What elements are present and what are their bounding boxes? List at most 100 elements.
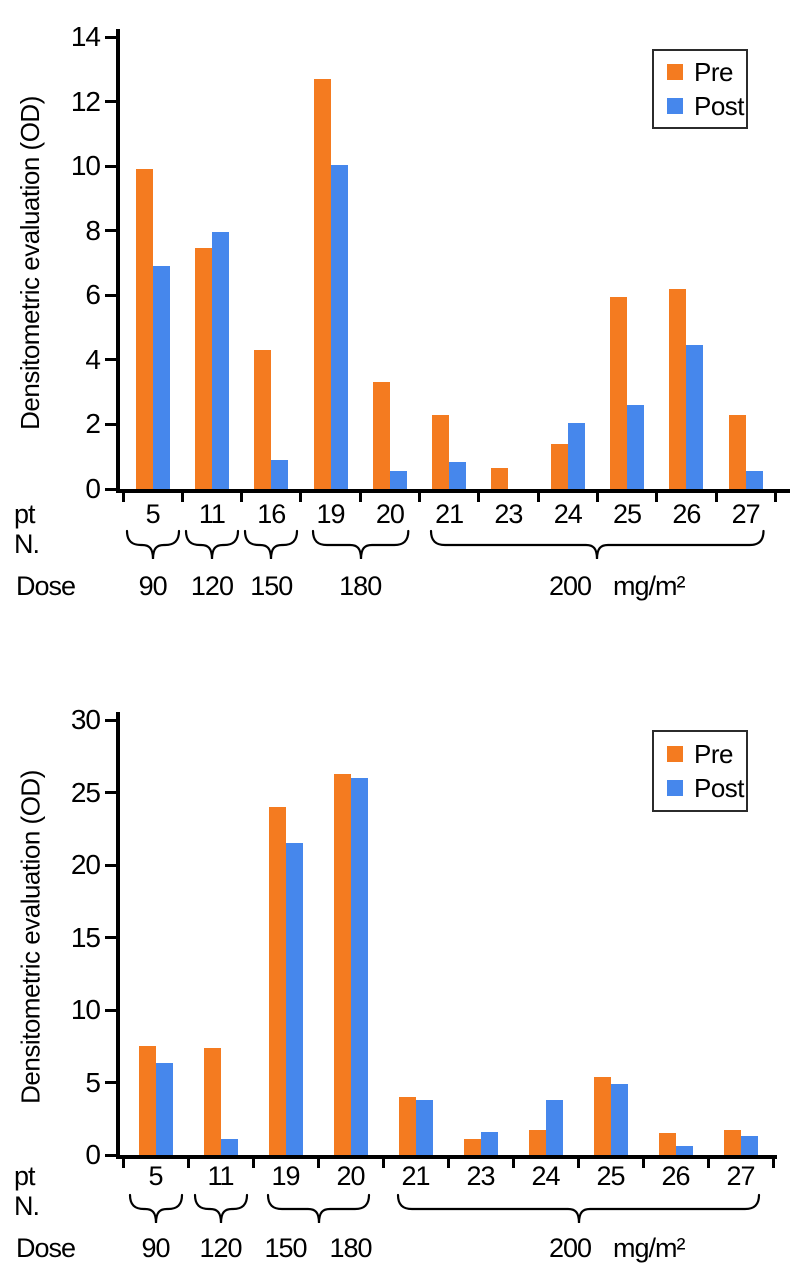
y-tick-label: 0 xyxy=(85,1139,101,1170)
bar-pre-pt21 xyxy=(398,1097,416,1155)
dose-row-header: Dose xyxy=(16,571,76,601)
dose-brace-16-16 xyxy=(244,529,299,560)
y-tick-label: 2 xyxy=(85,408,101,440)
y-tick-label: 14 xyxy=(70,21,101,52)
bar-post-pt25 xyxy=(627,405,645,489)
bar-pre-pt19 xyxy=(268,807,286,1155)
legend-post-swatch xyxy=(667,780,683,796)
patient-number-label: 23 xyxy=(466,1161,495,1191)
legend-row-pre: Pre xyxy=(667,741,746,767)
y-tick-label: 10 xyxy=(70,150,101,182)
x-tick-mark xyxy=(180,493,184,502)
dose-brace-19-20 xyxy=(311,529,409,560)
y-tick-mark xyxy=(105,100,116,104)
x-tick-mark xyxy=(576,1159,580,1168)
x-tick-mark xyxy=(706,1159,710,1168)
dose-value-180: 180 xyxy=(339,571,382,601)
y-tick-mark xyxy=(105,936,116,939)
bar-pre-pt25 xyxy=(593,1077,611,1155)
dose-unit-label: mg/m² xyxy=(613,1233,686,1263)
bar-post-pt20 xyxy=(389,471,407,489)
dose-brace-5-5 xyxy=(125,529,180,560)
patient-number-label: 11 xyxy=(198,499,226,529)
x-tick-mark xyxy=(121,1159,125,1168)
dose-brace-21-27 xyxy=(396,1193,760,1224)
dose-brace-21-27 xyxy=(430,529,765,560)
dose-value-90: 90 xyxy=(141,1233,170,1263)
y-axis-line xyxy=(116,29,120,493)
bar-post-pt11 xyxy=(220,1139,238,1155)
legend: Pre Post xyxy=(652,49,748,129)
x-tick-mark xyxy=(186,1159,190,1168)
bar-pre-pt5 xyxy=(135,169,153,489)
x-tick-mark xyxy=(446,1159,450,1168)
y-axis-line xyxy=(116,712,120,1159)
patient-number-label: 20 xyxy=(336,1161,365,1191)
y-tick-label: 6 xyxy=(85,279,101,311)
x-tick-mark xyxy=(641,1159,645,1168)
dose-brace-19-20 xyxy=(266,1193,370,1224)
y-tick-mark xyxy=(105,293,116,297)
bar-pre-pt27 xyxy=(728,415,746,489)
y-tick-label: 30 xyxy=(70,704,101,735)
bar-pre-pt24 xyxy=(550,444,568,489)
patient-number-label: 21 xyxy=(435,499,464,529)
bar-pre-pt11 xyxy=(203,1048,221,1155)
y-tick-label: 12 xyxy=(70,85,101,117)
y-tick-mark xyxy=(105,358,116,362)
y-tick-mark xyxy=(105,1008,116,1012)
dose-value-150: 150 xyxy=(264,1233,307,1263)
bar-pre-pt19 xyxy=(313,79,331,489)
y-tick-label: 20 xyxy=(70,849,101,880)
legend-post-swatch xyxy=(667,98,683,114)
patient-number-label: 5 xyxy=(145,499,161,529)
legend-pre-label: Pre xyxy=(694,739,733,769)
x-axis-line xyxy=(116,489,790,493)
bar-post-pt24 xyxy=(567,423,585,489)
y-tick-label: 4 xyxy=(85,343,101,375)
legend-row-post: Post xyxy=(667,775,746,801)
x-tick-mark xyxy=(655,493,659,502)
bar-post-pt25 xyxy=(610,1084,628,1155)
bar-post-pt26 xyxy=(686,345,704,489)
legend: Pre Post xyxy=(652,730,748,812)
bar-post-pt24 xyxy=(545,1100,563,1155)
x-tick-mark xyxy=(773,493,777,502)
bar-post-pt21 xyxy=(449,462,467,489)
dose-brace-11-11 xyxy=(184,529,240,560)
bar-post-pt27 xyxy=(745,471,763,489)
bar-post-pt21 xyxy=(415,1100,433,1155)
bar-pre-pt16 xyxy=(254,350,272,489)
dose-brace-11-11 xyxy=(193,1193,248,1224)
legend-row-pre: Pre xyxy=(667,59,746,85)
patient-number-label: 11 xyxy=(207,1161,234,1191)
patient-number-label: 24 xyxy=(553,499,583,529)
y-tick-label: 8 xyxy=(85,214,101,246)
y-tick-mark xyxy=(105,863,116,867)
bar-post-pt5 xyxy=(152,266,170,489)
y-tick-mark xyxy=(105,487,116,491)
bar-post-pt27 xyxy=(740,1136,758,1155)
y-tick-mark xyxy=(105,229,116,233)
patient-number-label: 24 xyxy=(531,1161,560,1191)
bar-post-pt20 xyxy=(350,778,368,1155)
x-tick-mark xyxy=(251,1159,255,1168)
x-tick-mark xyxy=(316,1159,320,1168)
y-tick-mark xyxy=(105,1081,116,1084)
y-tick-mark xyxy=(105,1153,116,1157)
dose-value-200: 200 xyxy=(548,571,592,601)
bar-post-pt23 xyxy=(480,1132,498,1155)
bar-post-pt19 xyxy=(330,165,348,489)
dose-value-120: 120 xyxy=(190,571,234,601)
x-tick-mark xyxy=(771,1159,775,1168)
dose-value-120: 120 xyxy=(199,1233,242,1263)
y-tick-label: 5 xyxy=(85,1066,101,1098)
patient-number-label: 5 xyxy=(148,1161,163,1191)
x-tick-mark xyxy=(595,493,599,502)
x-tick-mark xyxy=(299,493,303,502)
dose-brace-5-5 xyxy=(128,1193,183,1224)
patient-number-label: 20 xyxy=(375,499,405,529)
bar-pre-pt24 xyxy=(528,1130,546,1155)
dose-unit-label: mg/m² xyxy=(613,571,686,601)
